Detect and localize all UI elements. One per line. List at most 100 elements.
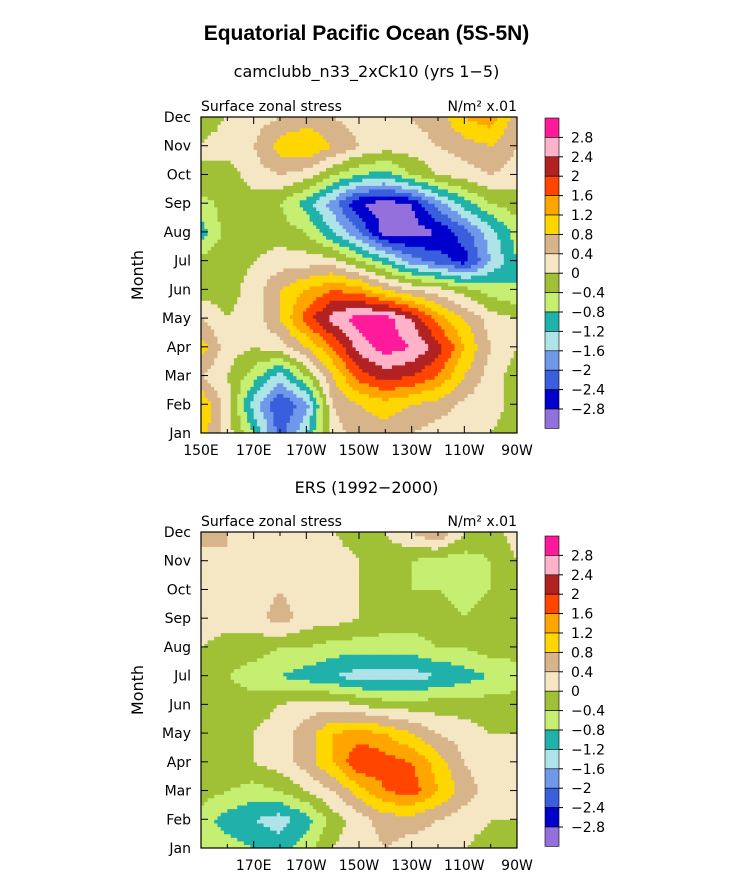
contour-cell bbox=[444, 296, 449, 301]
contour-cell bbox=[247, 393, 251, 398]
contour-cell bbox=[411, 332, 416, 337]
contour-cell bbox=[250, 325, 255, 330]
contour-cell bbox=[312, 267, 317, 273]
contour-cell bbox=[240, 343, 245, 348]
contour-cell bbox=[359, 282, 363, 287]
contour-cell bbox=[477, 278, 482, 283]
contour-cell bbox=[493, 303, 498, 308]
contour-cell bbox=[490, 332, 495, 337]
contour-cell bbox=[385, 289, 390, 294]
contour-cell bbox=[480, 404, 485, 409]
contour-cell bbox=[349, 429, 354, 433]
contour-cell bbox=[484, 339, 488, 344]
contour-cell bbox=[286, 386, 291, 391]
contour-cell bbox=[220, 418, 225, 423]
contour-cell bbox=[372, 278, 377, 283]
contour-cell bbox=[457, 271, 462, 276]
contour-cell bbox=[283, 310, 288, 316]
contour-cell bbox=[204, 407, 209, 413]
contour-cell bbox=[365, 271, 370, 276]
contour-cell bbox=[464, 275, 469, 280]
contour-cell bbox=[493, 275, 498, 280]
contour-cell bbox=[243, 379, 248, 384]
contour-cell bbox=[438, 267, 442, 273]
contour-cell bbox=[444, 307, 449, 312]
contour-cell bbox=[256, 346, 261, 352]
contour-cell bbox=[434, 418, 439, 423]
contour-cell bbox=[322, 397, 327, 402]
contour-cell bbox=[349, 339, 354, 344]
contour-cell bbox=[362, 350, 367, 355]
contour-cell bbox=[207, 253, 212, 258]
contour-cell bbox=[467, 407, 472, 413]
contour-cell bbox=[273, 397, 278, 402]
contour-cell bbox=[349, 303, 354, 308]
contour-cell bbox=[280, 332, 284, 337]
contour-cell bbox=[368, 282, 373, 287]
contour-cell bbox=[447, 253, 452, 258]
contour-cell bbox=[210, 411, 215, 416]
contour-cell bbox=[201, 267, 205, 273]
contour-cell bbox=[467, 267, 472, 273]
contour-cell bbox=[253, 386, 258, 391]
contour-cell bbox=[273, 249, 278, 255]
contour-cell bbox=[434, 314, 439, 319]
contour-cell bbox=[414, 393, 419, 398]
contour-cell bbox=[312, 343, 317, 348]
contour-cell bbox=[326, 422, 330, 427]
contour-cell bbox=[299, 292, 304, 298]
contour-cell bbox=[247, 321, 251, 326]
contour-cell bbox=[224, 411, 228, 416]
contour-cell bbox=[405, 422, 409, 427]
contour-cell bbox=[507, 407, 512, 413]
contour-cell bbox=[398, 343, 403, 348]
contour-cell bbox=[490, 285, 495, 290]
contour-cell bbox=[217, 346, 222, 352]
contour-cell bbox=[273, 336, 278, 341]
contour-cell bbox=[431, 346, 436, 352]
contour-cell bbox=[220, 379, 225, 384]
contour-cell bbox=[339, 307, 344, 312]
contour-cell bbox=[309, 371, 314, 377]
contour-cell bbox=[273, 318, 278, 323]
contour-cell bbox=[319, 303, 324, 308]
contour-cell bbox=[293, 357, 298, 362]
contour-cell bbox=[454, 407, 459, 413]
contour-cell bbox=[441, 325, 446, 330]
contour-cell bbox=[438, 332, 442, 337]
contour-cell bbox=[283, 285, 288, 290]
contour-cell bbox=[227, 249, 232, 255]
contour-cell bbox=[316, 328, 321, 334]
contour-cell bbox=[352, 418, 357, 423]
contour-cell bbox=[359, 382, 363, 387]
contour-cell bbox=[329, 339, 334, 344]
contour-cell bbox=[368, 425, 373, 431]
contour-cell bbox=[207, 267, 212, 273]
contour-cell bbox=[342, 343, 347, 348]
contour-cell bbox=[474, 285, 479, 290]
contour-cell bbox=[434, 246, 439, 251]
contour-cell bbox=[332, 336, 337, 341]
contour-cell bbox=[470, 246, 475, 251]
contour-cell bbox=[214, 379, 219, 384]
contour-cell bbox=[207, 249, 212, 255]
contour-cell bbox=[214, 425, 219, 431]
contour-cell bbox=[438, 285, 442, 290]
contour-cell bbox=[441, 375, 446, 380]
contour-cell bbox=[214, 257, 219, 262]
contour-cell bbox=[431, 422, 436, 427]
contour-cell bbox=[359, 346, 363, 352]
contour-cell bbox=[395, 350, 400, 355]
contour-cell bbox=[296, 343, 301, 348]
contour-cell bbox=[368, 415, 373, 420]
contour-cell bbox=[414, 296, 419, 301]
contour-cell bbox=[214, 275, 219, 280]
contour-cell bbox=[359, 400, 363, 405]
contour-cell bbox=[237, 343, 242, 348]
contour-cell bbox=[256, 400, 261, 405]
contour-cell bbox=[408, 389, 413, 395]
contour-cell bbox=[368, 257, 373, 262]
contour-cell bbox=[280, 271, 284, 276]
contour-cell bbox=[457, 425, 462, 431]
contour-cell bbox=[470, 375, 475, 380]
